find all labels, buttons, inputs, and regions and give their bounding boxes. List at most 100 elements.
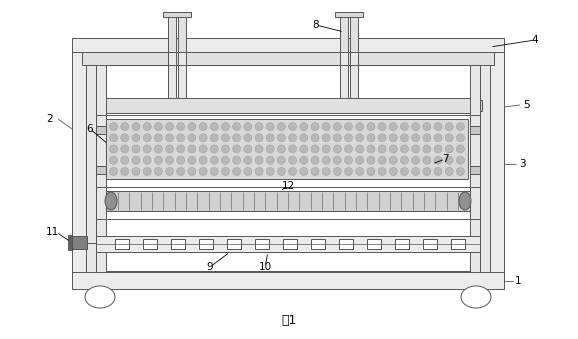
Ellipse shape — [221, 167, 229, 175]
Bar — [106, 119, 468, 179]
Text: 4: 4 — [532, 35, 538, 45]
Ellipse shape — [210, 145, 218, 153]
Ellipse shape — [266, 123, 274, 131]
Ellipse shape — [401, 123, 409, 131]
Bar — [227, 239, 241, 249]
Ellipse shape — [210, 167, 218, 175]
Ellipse shape — [367, 156, 375, 164]
Ellipse shape — [457, 134, 465, 142]
Bar — [71, 236, 87, 249]
Ellipse shape — [232, 167, 240, 175]
Ellipse shape — [132, 145, 140, 153]
Ellipse shape — [300, 156, 308, 164]
Ellipse shape — [344, 123, 353, 131]
Bar — [100, 98, 476, 113]
Ellipse shape — [311, 156, 319, 164]
Ellipse shape — [334, 145, 342, 153]
Ellipse shape — [210, 134, 218, 142]
Bar — [255, 239, 269, 249]
Ellipse shape — [311, 167, 319, 175]
Ellipse shape — [423, 167, 431, 175]
Ellipse shape — [221, 156, 229, 164]
Ellipse shape — [322, 145, 330, 153]
Ellipse shape — [121, 167, 129, 175]
Ellipse shape — [322, 156, 330, 164]
Bar — [96, 65, 106, 272]
Ellipse shape — [457, 123, 465, 131]
Ellipse shape — [423, 156, 431, 164]
Ellipse shape — [434, 156, 442, 164]
Ellipse shape — [300, 123, 308, 131]
Ellipse shape — [434, 134, 442, 142]
Ellipse shape — [367, 145, 375, 153]
Ellipse shape — [121, 134, 129, 142]
Ellipse shape — [378, 145, 386, 153]
Bar — [178, 52, 186, 108]
Ellipse shape — [334, 134, 342, 142]
Ellipse shape — [110, 134, 117, 142]
Ellipse shape — [210, 156, 218, 164]
Ellipse shape — [110, 145, 117, 153]
Bar — [470, 65, 480, 272]
Ellipse shape — [221, 123, 229, 131]
Ellipse shape — [412, 167, 420, 175]
Ellipse shape — [232, 123, 240, 131]
Bar — [350, 14, 358, 52]
Bar — [96, 166, 106, 174]
Bar — [106, 191, 470, 211]
Ellipse shape — [221, 134, 229, 142]
Bar — [96, 126, 106, 134]
Ellipse shape — [367, 123, 375, 131]
Ellipse shape — [322, 123, 330, 131]
Ellipse shape — [434, 145, 442, 153]
Ellipse shape — [311, 123, 319, 131]
Ellipse shape — [110, 167, 117, 175]
Text: 11: 11 — [46, 227, 58, 237]
Text: 图1: 图1 — [281, 315, 297, 327]
Ellipse shape — [401, 156, 409, 164]
Ellipse shape — [154, 167, 162, 175]
Ellipse shape — [355, 123, 364, 131]
Bar — [168, 14, 176, 52]
Ellipse shape — [389, 167, 397, 175]
Ellipse shape — [199, 123, 207, 131]
Ellipse shape — [334, 167, 342, 175]
Text: 12: 12 — [281, 181, 295, 191]
Ellipse shape — [423, 145, 431, 153]
Bar — [490, 52, 504, 272]
Ellipse shape — [154, 134, 162, 142]
Ellipse shape — [121, 123, 129, 131]
Ellipse shape — [143, 167, 151, 175]
Ellipse shape — [105, 192, 117, 210]
Text: 5: 5 — [523, 100, 529, 110]
Ellipse shape — [311, 145, 319, 153]
Ellipse shape — [85, 286, 115, 308]
Text: 1: 1 — [514, 276, 521, 286]
Bar — [395, 239, 409, 249]
Ellipse shape — [445, 134, 453, 142]
Ellipse shape — [401, 145, 409, 153]
Ellipse shape — [288, 156, 297, 164]
Bar — [178, 14, 186, 52]
Ellipse shape — [221, 145, 229, 153]
Ellipse shape — [412, 134, 420, 142]
Ellipse shape — [378, 156, 386, 164]
Ellipse shape — [355, 145, 364, 153]
Ellipse shape — [344, 134, 353, 142]
Ellipse shape — [165, 134, 173, 142]
Ellipse shape — [199, 167, 207, 175]
Ellipse shape — [177, 123, 185, 131]
Bar — [82, 52, 494, 65]
Ellipse shape — [322, 134, 330, 142]
Ellipse shape — [311, 134, 319, 142]
Ellipse shape — [188, 156, 196, 164]
Bar — [72, 38, 504, 52]
Ellipse shape — [132, 123, 140, 131]
Text: 2: 2 — [47, 114, 53, 124]
Ellipse shape — [322, 167, 330, 175]
Ellipse shape — [277, 134, 286, 142]
Bar — [451, 239, 465, 249]
Ellipse shape — [355, 156, 364, 164]
Bar — [68, 235, 72, 250]
Bar — [311, 239, 325, 249]
